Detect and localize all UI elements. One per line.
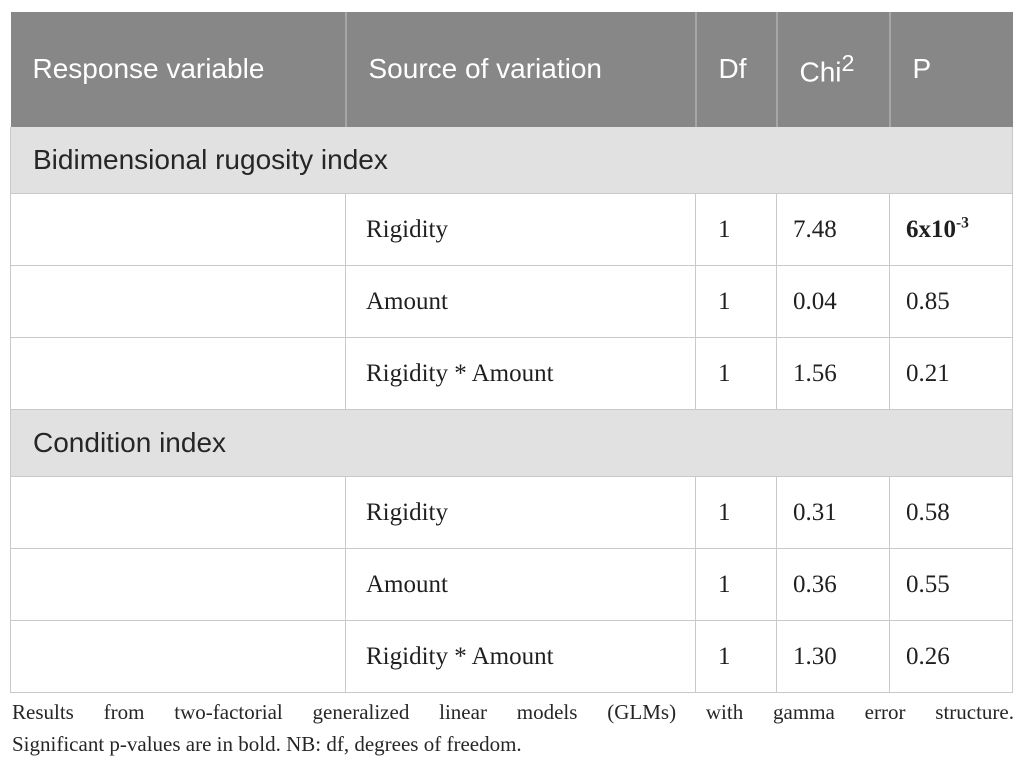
source-cell: Amount [345, 265, 696, 338]
p-value: 0.21 [906, 359, 950, 387]
df-cell: 1 [695, 476, 777, 549]
header-chi-squared: Chi2 [775, 12, 890, 127]
section-row-bidimensional-rugosity-index: Bidimensional rugosity index [10, 127, 1013, 194]
section-row-condition-index: Condition index [10, 409, 1013, 477]
chi-cell: 1.56 [776, 337, 890, 410]
p-cell: 0.21 [889, 337, 1013, 410]
chi-superscript: 2 [841, 49, 855, 76]
p-cell: 0.85 [889, 265, 1013, 338]
table-header-row: Response variable Source of variation Df… [10, 12, 1013, 127]
response-variable-cell [10, 193, 346, 266]
header-df: Df [694, 12, 777, 127]
df-cell: 1 [695, 337, 777, 410]
footnote-line-2: Significant p-values are in bold. NB: df… [12, 731, 522, 756]
table-row: Rigidity 1 0.31 0.58 [10, 476, 1013, 549]
chi-cell: 0.04 [776, 265, 890, 338]
chi-label: Chi [799, 56, 842, 88]
p-cell: 6x10-3 [889, 193, 1013, 266]
df-cell: 1 [695, 265, 777, 338]
p-exponent: -3 [956, 214, 969, 232]
source-cell: Amount [345, 548, 696, 621]
table-row: Amount 1 0.36 0.55 [10, 548, 1013, 621]
response-variable-cell [10, 548, 346, 621]
p-cell: 0.58 [889, 476, 1013, 549]
p-value: 0.58 [906, 498, 950, 526]
header-p: P [888, 12, 1013, 127]
chi-cell: 7.48 [776, 193, 890, 266]
section-title: Bidimensional rugosity index [10, 127, 1013, 194]
p-value: 0.55 [906, 570, 950, 598]
table-row: Rigidity * Amount 1 1.30 0.26 [10, 620, 1013, 693]
table-row: Amount 1 0.04 0.85 [10, 265, 1013, 338]
p-cell: 0.55 [889, 548, 1013, 621]
table-row: Rigidity 1 7.48 6x10-3 [10, 193, 1013, 266]
header-response-variable: Response variable [10, 12, 346, 127]
source-cell: Rigidity [345, 193, 696, 266]
df-cell: 1 [695, 620, 777, 693]
chi-cell: 1.30 [776, 620, 890, 693]
glm-results-table: Response variable Source of variation Df… [10, 12, 1013, 693]
source-cell: Rigidity [345, 476, 696, 549]
response-variable-cell [10, 620, 346, 693]
table-row: Rigidity * Amount 1 1.56 0.21 [10, 337, 1013, 410]
response-variable-cell [10, 337, 346, 410]
chi-cell: 0.31 [776, 476, 890, 549]
response-variable-cell [10, 265, 346, 338]
footnote-line-1: Results from two-factorial generalized l… [12, 700, 1014, 724]
p-value: 0.26 [906, 642, 950, 670]
source-cell: Rigidity * Amount [345, 620, 696, 693]
p-value: 6x10 [906, 215, 956, 243]
response-variable-cell [10, 476, 346, 549]
header-source-of-variation: Source of variation [344, 12, 696, 127]
p-cell: 0.26 [889, 620, 1013, 693]
df-cell: 1 [695, 548, 777, 621]
table-footnote: Results from two-factorial generalized l… [12, 697, 1014, 761]
section-title: Condition index [10, 409, 1013, 477]
df-cell: 1 [695, 193, 777, 266]
chi-cell: 0.36 [776, 548, 890, 621]
p-value: 0.85 [906, 287, 950, 315]
source-cell: Rigidity * Amount [345, 337, 696, 410]
